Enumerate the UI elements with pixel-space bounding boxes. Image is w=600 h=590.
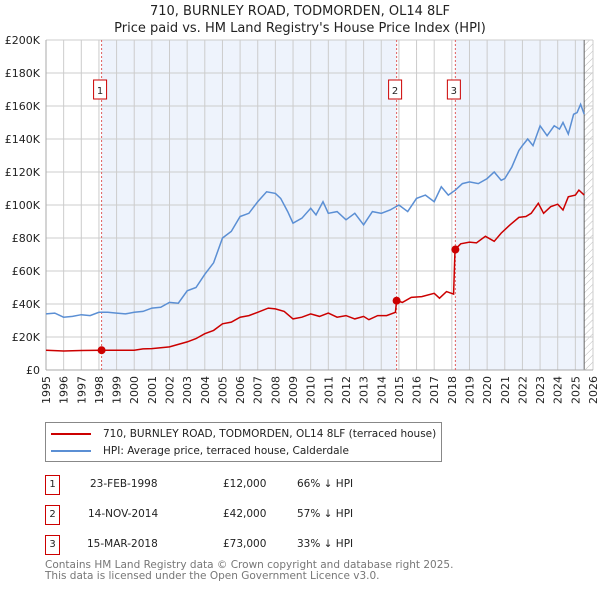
legend-item-hpi: HPI: Average price, terraced house, Cald… bbox=[46, 443, 349, 459]
x-tick-label: 2016 bbox=[411, 376, 424, 404]
x-tick-label: 2000 bbox=[128, 376, 141, 404]
x-tick-label: 2019 bbox=[463, 376, 476, 404]
x-tick-label: 2025 bbox=[569, 376, 582, 404]
sale-number-badge: 2 bbox=[45, 505, 60, 525]
x-tick-label: 2021 bbox=[499, 376, 512, 404]
x-tick-label: 2026 bbox=[587, 376, 600, 404]
sale-row: 2 14-NOV-2014 £42,000 57% ↓ HPI bbox=[45, 505, 445, 525]
sale-marker-box bbox=[93, 79, 108, 100]
legend-label-property: 710, BURNLEY ROAD, TODMORDEN, OL14 8LF (… bbox=[103, 428, 437, 440]
legend-item-property: 710, BURNLEY ROAD, TODMORDEN, OL14 8LF (… bbox=[46, 426, 436, 442]
chart-subtitle: Price paid vs. HM Land Registry's House … bbox=[114, 21, 486, 36]
sale-marker-label: 1 bbox=[97, 86, 103, 97]
footer-copyright: Contains HM Land Registry data © Crown c… bbox=[45, 559, 454, 571]
y-tick-label: £0 bbox=[26, 364, 40, 377]
sale-price: £12,000 bbox=[223, 478, 267, 490]
sale-number-badge: 1 bbox=[45, 475, 60, 495]
legend-label-hpi: HPI: Average price, terraced house, Cald… bbox=[103, 445, 349, 457]
x-tick-label: 2023 bbox=[534, 376, 547, 404]
sale-price: £73,000 bbox=[223, 538, 267, 550]
footer-licence: This data is licensed under the Open Gov… bbox=[45, 570, 380, 582]
x-tick-label: 2024 bbox=[552, 376, 565, 404]
x-tick-label: 2022 bbox=[516, 376, 529, 404]
series-line-property bbox=[45, 188, 585, 352]
y-tick-label: £160K bbox=[5, 100, 41, 113]
x-tick-label: 2017 bbox=[428, 376, 441, 404]
sale-marker-box bbox=[446, 79, 461, 100]
chart-title: 710, BURNLEY ROAD, TODMORDEN, OL14 8LF bbox=[149, 4, 451, 19]
x-tick-label: 2005 bbox=[216, 376, 229, 404]
x-tick-label: 2001 bbox=[146, 376, 159, 404]
sale-price: £42,000 bbox=[223, 508, 267, 520]
y-tick-label: £20K bbox=[12, 331, 41, 344]
sale-marker-label: 3 bbox=[451, 86, 457, 97]
y-tick-label: £140K bbox=[5, 133, 41, 146]
x-tick-label: 2007 bbox=[252, 376, 265, 404]
sale-row: 3 15-MAR-2018 £73,000 33% ↓ HPI bbox=[45, 535, 445, 555]
x-tick-label: 2011 bbox=[322, 376, 335, 404]
sale-point bbox=[97, 346, 106, 355]
x-tick-label: 2018 bbox=[446, 376, 459, 404]
x-tick-label: 1999 bbox=[111, 376, 124, 404]
x-tick-label: 2008 bbox=[269, 376, 282, 404]
sale-marker-label: 2 bbox=[392, 86, 398, 97]
x-tick-label: 2012 bbox=[340, 376, 353, 404]
sale-point bbox=[392, 296, 401, 305]
sale-marker-box bbox=[388, 79, 403, 100]
x-tick-label: 1997 bbox=[75, 376, 88, 404]
sale-date: 14-NOV-2014 bbox=[88, 508, 159, 520]
legend-swatch-property bbox=[51, 433, 91, 435]
y-tick-label: £200K bbox=[5, 34, 41, 47]
x-tick-label: 2004 bbox=[199, 376, 212, 404]
sale-point bbox=[451, 245, 460, 254]
y-tick-label: £40K bbox=[12, 298, 41, 311]
y-tick-label: £180K bbox=[5, 67, 41, 80]
series-line-hpi bbox=[45, 102, 585, 318]
sale-hpi-diff: 33% ↓ HPI bbox=[297, 538, 354, 550]
y-tick-label: £100K bbox=[5, 199, 41, 212]
sale-hpi-diff: 66% ↓ HPI bbox=[297, 478, 354, 490]
x-tick-label: 2010 bbox=[305, 376, 318, 404]
y-tick-label: £80K bbox=[12, 232, 41, 245]
sale-date: 23-FEB-1998 bbox=[90, 478, 158, 490]
x-tick-label: 2015 bbox=[393, 376, 406, 404]
y-tick-label: £120K bbox=[5, 166, 41, 179]
sale-hpi-diff: 57% ↓ HPI bbox=[297, 508, 354, 520]
sale-number-badge: 3 bbox=[45, 535, 60, 555]
price-chart: 1995 1996 1997 1998 1999 2000 2001 2002 2003 2004… bbox=[5, 34, 600, 404]
x-tick-label: 2003 bbox=[181, 376, 194, 404]
x-tick-label: 2002 bbox=[164, 376, 177, 404]
legend: 710, BURNLEY ROAD, TODMORDEN, OL14 8LF (… bbox=[45, 422, 442, 462]
x-tick-label: 1996 bbox=[58, 376, 71, 404]
x-tick-label: 2020 bbox=[481, 376, 494, 404]
x-tick-label: 2013 bbox=[358, 376, 371, 404]
legend-swatch-hpi bbox=[51, 450, 91, 452]
sale-row: 1 23-FEB-1998 £12,000 66% ↓ HPI bbox=[45, 475, 445, 495]
sale-date: 15-MAR-2018 bbox=[87, 538, 158, 550]
x-tick-label: 2014 bbox=[375, 376, 388, 404]
y-tick-label: £60K bbox=[12, 265, 41, 278]
x-tick-label: 1995 bbox=[40, 376, 53, 404]
x-tick-label: 2006 bbox=[234, 376, 247, 404]
x-tick-label: 2009 bbox=[287, 376, 300, 404]
x-tick-label: 1998 bbox=[93, 376, 106, 404]
